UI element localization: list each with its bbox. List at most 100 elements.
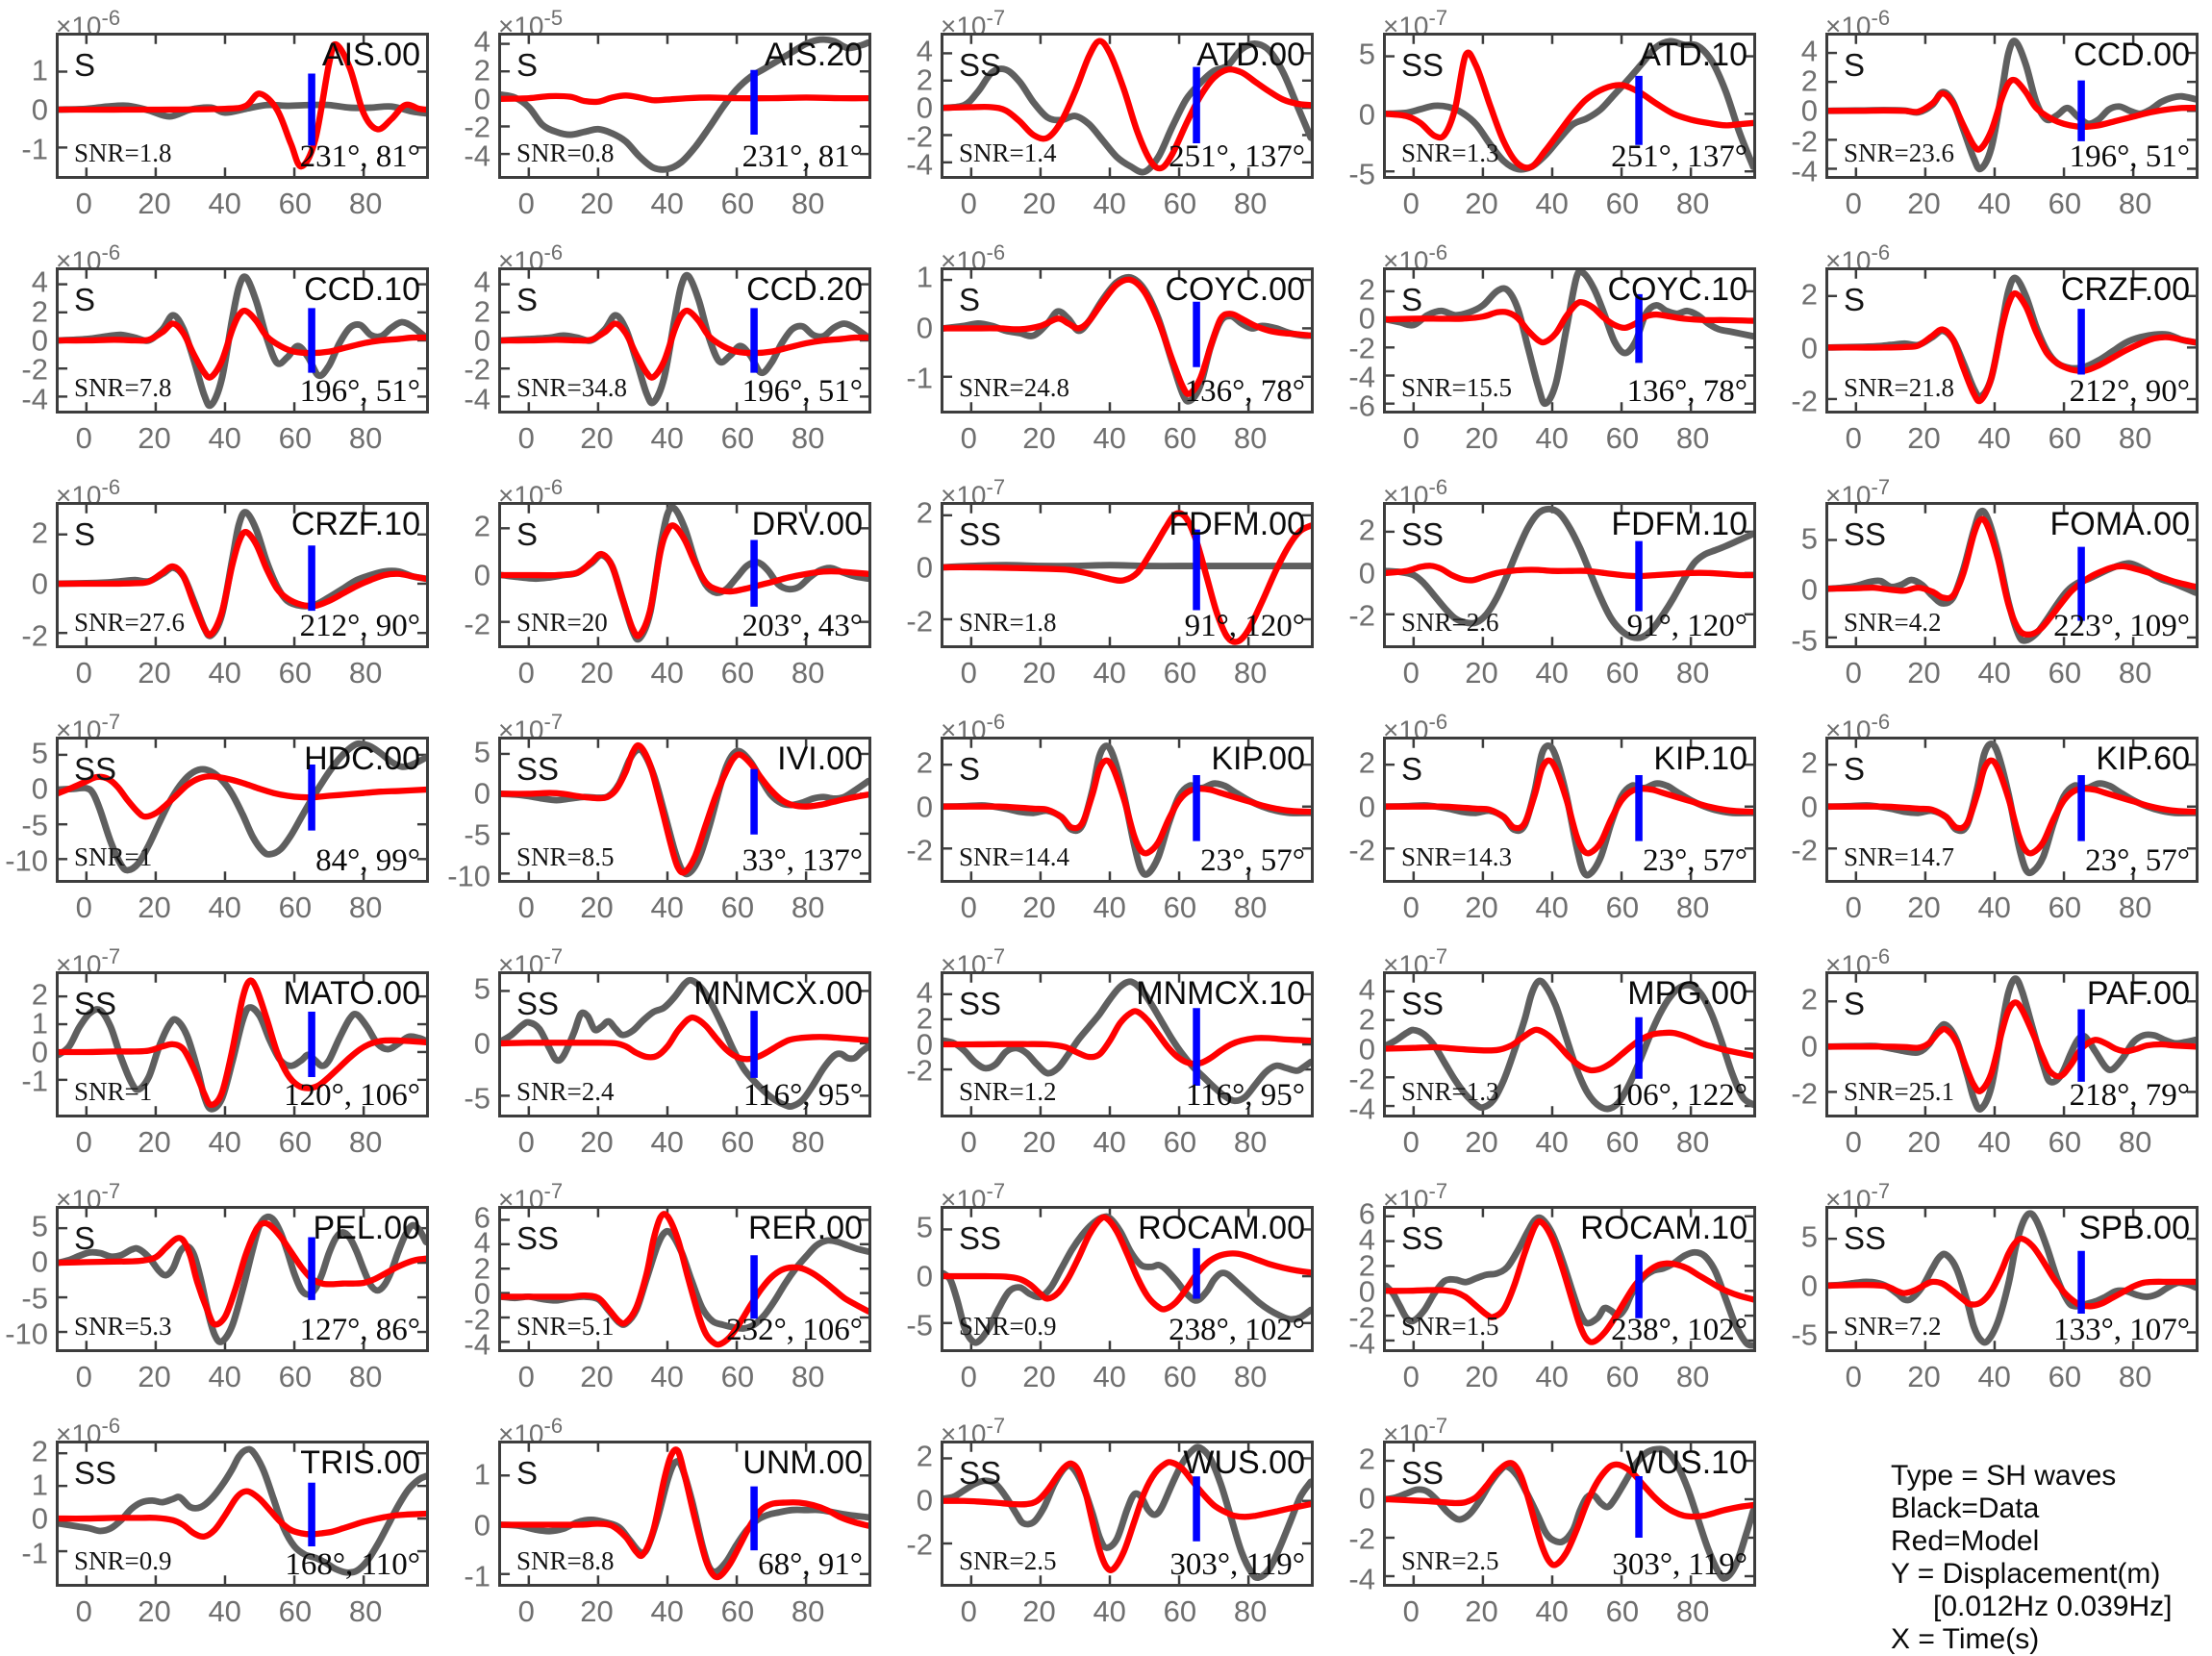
x-axis-tick-labels: 0 20 40 60 80 <box>1825 883 2199 941</box>
azimuth-takeoff-label: 196°, 51° <box>742 374 863 409</box>
x-tick-label: 40 <box>1093 421 1126 455</box>
waveform-panel: ×10-7 4 2 0 -2 -4 SS ATD.00 SNR=1.4 251°, 13… <box>885 4 1327 238</box>
y-tick-label: 0 <box>916 1259 933 1293</box>
model-trace <box>1386 757 1753 857</box>
x-tick-label: 0 <box>960 1125 977 1159</box>
azimuth-takeoff-label: 238°, 102° <box>1169 1313 1305 1347</box>
x-tick-label: 60 <box>720 1125 755 1159</box>
model-trace <box>1828 289 2196 405</box>
model-trace <box>501 1014 868 1063</box>
x-tick-label: 20 <box>1022 187 1056 220</box>
x-tick-label: 40 <box>1093 891 1126 924</box>
x-tick-label: 80 <box>2118 656 2152 690</box>
waveform-panel: ×10-7 5 0 -5 -10 SS IVI.00 SNR=8.5 33°, 137… <box>442 708 885 942</box>
snr-label: SNR=25.1 <box>1844 1077 1955 1106</box>
plot-area: SS MNMCX.00 SNR=2.4 116°, 95° <box>498 971 871 1117</box>
x-axis-tick-labels: 0 20 40 60 80 <box>941 1352 1314 1410</box>
phase-label: SS <box>959 1220 1002 1256</box>
y-axis-tick-labels: 2 0 -2 <box>885 498 941 648</box>
station-name: KIP.00 <box>1211 740 1305 777</box>
x-tick-label: 60 <box>1163 1125 1197 1159</box>
y-tick-label: 0 <box>1358 1481 1375 1516</box>
waveform-panel: ×10-6 1 0 -1 S UNM.00 SNR=8.8 68°, 91° 0 20… <box>442 1412 885 1646</box>
y-tick-label: 4 <box>473 264 490 299</box>
x-axis-tick-labels: 0 20 40 60 80 <box>56 1352 429 1410</box>
x-tick-label: 0 <box>1845 1360 1862 1393</box>
plot-area: SS FOMA.00 SNR=4.2 223°, 109° <box>1825 502 2199 648</box>
phase-label: S <box>74 47 96 83</box>
y-tick-label: 2 <box>31 294 48 329</box>
waveform-panel: ×10-7 4 2 0 -2 SS MNMCX.10 SNR=1.2 116°, 95… <box>885 942 1327 1177</box>
x-axis-tick-labels: 0 20 40 60 80 <box>941 1117 1314 1175</box>
x-tick-label: 60 <box>1605 1125 1640 1159</box>
waveform-svg <box>501 505 868 645</box>
y-scale-exponent: ×10-6 <box>1825 944 1891 980</box>
legend-line-black: Black=Data <box>1891 1493 2040 1524</box>
x-tick-label: 0 <box>75 1360 92 1393</box>
station-name: FDFM.10 <box>1611 506 1747 542</box>
station-name: COYC.10 <box>1607 271 1748 308</box>
model-trace <box>1386 49 1753 171</box>
plot-area: S CCD.20 SNR=34.8 196°, 51° <box>498 267 871 414</box>
y-scale-exponent: ×10-7 <box>498 710 564 745</box>
y-tick-label: 2 <box>1358 1442 1375 1476</box>
y-tick-label: 4 <box>473 1225 490 1260</box>
x-tick-label: 20 <box>1907 1360 1941 1393</box>
waveform-panel: ×10-7 2 1 0 -1 SS MATO.00 SNR=1 120°, 106° … <box>0 942 442 1177</box>
phase-label: S <box>516 47 539 83</box>
y-axis-tick-labels: 5 0 -5 <box>885 1206 941 1352</box>
y-tick-label: 0 <box>1358 301 1375 336</box>
station-name: CRZF.00 <box>2060 271 2190 308</box>
station-name: KIP.10 <box>1653 740 1747 777</box>
y-tick-label: 4 <box>31 264 48 299</box>
y-tick-label: 0 <box>916 1027 933 1062</box>
y-tick-label: 1 <box>31 1006 48 1041</box>
station-name: AIS.20 <box>764 37 863 73</box>
y-axis-tick-labels: 5 0 -5 <box>1327 33 1383 189</box>
y-tick-label: -2 <box>906 604 933 639</box>
phase-label: SS <box>1401 1220 1445 1256</box>
snr-label: SNR=21.8 <box>1844 373 1955 402</box>
x-tick-label: 40 <box>208 421 241 455</box>
y-axis-tick-labels: 2 0 -2 -4 <box>1327 1441 1383 1593</box>
x-tick-label: 80 <box>348 656 383 690</box>
plot-area: SS TRIS.00 SNR=0.9 168°, 110° <box>56 1441 429 1587</box>
x-tick-label: 40 <box>1535 187 1569 220</box>
x-tick-label: 20 <box>1907 1125 1941 1159</box>
y-tick-label: 0 <box>31 92 48 127</box>
x-tick-label: 0 <box>960 891 977 924</box>
plot-area: SS HDC.00 SNR=1 84°, 99° <box>56 737 429 883</box>
snr-label: SNR=1.5 <box>1401 1312 1499 1341</box>
azimuth-takeoff-label: 212°, 90° <box>299 609 420 643</box>
y-tick-label: 2 <box>1358 1248 1375 1283</box>
y-tick-label: 2 <box>473 1251 490 1286</box>
axis-tick-marks <box>501 974 868 1115</box>
x-axis-tick-labels: 0 20 40 60 80 <box>1383 648 1756 706</box>
y-tick-label: 2 <box>916 495 933 530</box>
model-trace <box>943 1459 1311 1573</box>
data-trace <box>59 1213 426 1345</box>
x-tick-label: 40 <box>1535 656 1569 690</box>
x-tick-label: 0 <box>517 1594 535 1628</box>
x-tick-label: 0 <box>1402 656 1420 690</box>
waveform-svg <box>1828 1209 2196 1349</box>
waveform-svg <box>1828 740 2196 880</box>
snr-label: SNR=1.2 <box>959 1077 1057 1106</box>
x-tick-label: 40 <box>650 1360 684 1393</box>
waveform-panel: ×10-7 5 0 -5 -10 SS HDC.00 SNR=1 84°, 99° 0… <box>0 708 442 942</box>
y-tick-label: 0 <box>1800 572 1818 607</box>
x-tick-label: 20 <box>1465 421 1498 455</box>
y-tick-label: 0 <box>473 323 490 358</box>
model-trace <box>943 38 1311 172</box>
axis-tick-marks <box>943 1443 1311 1584</box>
phase-label: SS <box>1844 516 1887 552</box>
y-tick-label: 4 <box>473 24 490 59</box>
x-tick-label: 0 <box>1402 891 1420 924</box>
waveform-panel: ×10-6 2 0 -2 SS FDFM.10 SNR=2.6 91°, 120° … <box>1327 473 1770 708</box>
station-name: TRIS.00 <box>300 1444 420 1481</box>
y-tick-label: 0 <box>473 1508 490 1543</box>
y-scale-exponent: ×10-7 <box>1825 1179 1891 1215</box>
y-tick-label: 2 <box>473 509 490 543</box>
y-scale-exponent: ×10-6 <box>56 240 121 276</box>
x-axis-tick-labels: 0 20 40 60 80 <box>56 883 429 941</box>
